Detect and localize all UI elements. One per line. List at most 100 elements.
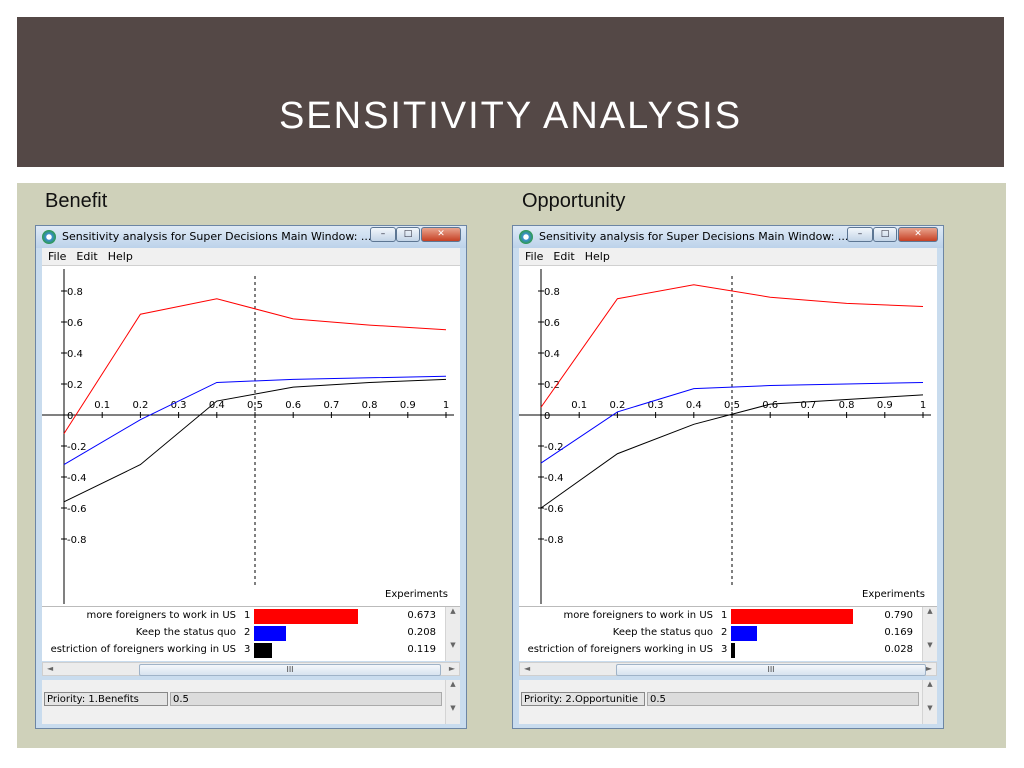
table-row[interactable]: estriction of foreigners working in US 3 0… [42, 642, 446, 659]
x-tick-label: 0.4 [686, 400, 702, 411]
row-rank: 2 [721, 627, 728, 638]
row-priority-bar [731, 609, 854, 624]
x-axis-label: Experiments [385, 589, 448, 600]
maximize-icon[interactable]: □ [873, 227, 897, 242]
minimize-icon[interactable]: – [370, 227, 396, 242]
sensitivity-plot[interactable]: 1 0.8 0.6 0.4 0.2 0 -0.2 -0.4 -0.6 -0.8 0.1 0.2 0.3 0… [42, 266, 460, 606]
title-bar[interactable]: Sensitivity analysis for Super Decisions… [36, 226, 466, 248]
table-horizontal-scrollbar[interactable]: ◄ III ► [42, 662, 460, 676]
scroll-down-icon[interactable]: ▼ [450, 704, 456, 712]
priority-label[interactable]: Priority: 1.Benefits [44, 692, 168, 706]
scroll-thumb[interactable]: III [139, 664, 441, 676]
y-tick-label: -0.8 [544, 535, 564, 546]
x-axis-label: Experiments [862, 589, 925, 600]
series-line-2 [540, 381, 924, 464]
row-label: Keep the status quo [612, 627, 713, 638]
menu-item-edit[interactable]: Edit [553, 250, 575, 263]
priority-value-field[interactable]: 0.5 [647, 692, 919, 706]
y-tick-label: 0.6 [67, 318, 83, 329]
table-row[interactable]: Keep the status quo 2 0.169 [519, 625, 923, 642]
scroll-down-icon[interactable]: ▼ [927, 704, 933, 712]
scroll-up-icon[interactable]: ▲ [450, 680, 456, 688]
scroll-thumb[interactable]: III [616, 664, 926, 676]
row-value: 0.790 [884, 610, 913, 621]
scroll-right-icon[interactable]: ► [448, 664, 455, 673]
row-rank: 2 [244, 627, 251, 638]
sensitivity-window-benefit[interactable]: Sensitivity analysis for Super Decisions… [35, 225, 467, 729]
x-tick-label: 0.9 [877, 400, 893, 411]
scroll-right-icon[interactable]: ► [925, 664, 932, 673]
menu-item-file[interactable]: File [48, 250, 67, 263]
opportunity-label: Opportunity [522, 190, 626, 212]
row-value: 0.208 [407, 627, 436, 638]
menu-item-help[interactable]: Help [584, 250, 610, 263]
slide-header: SENSITIVITY ANALYSIS [17, 17, 1004, 167]
close-icon[interactable]: ✕ [898, 227, 938, 242]
status-vertical-scrollbar[interactable]: ▲ ▼ [922, 680, 937, 724]
y-tick-label: 0.8 [544, 287, 560, 298]
series-line-1 [63, 298, 447, 434]
priority-value-field[interactable]: 0.5 [170, 692, 442, 706]
y-tick-label: 0.2 [67, 380, 83, 391]
y-tick-label: -0.2 [67, 442, 87, 453]
table-vertical-scrollbar[interactable]: ▲ ▼ [922, 607, 937, 661]
menu-item-help[interactable]: Help [107, 250, 133, 263]
table-row[interactable]: Keep the status quo 2 0.208 [42, 625, 446, 642]
scroll-down-icon[interactable]: ▼ [450, 641, 456, 649]
table-row[interactable]: more foreigners to work in US 1 0.673 [42, 608, 446, 625]
slide-title: SENSITIVITY ANALYSIS [278, 95, 743, 137]
window-title: Sensitivity analysis for Super Decisions… [62, 230, 372, 243]
y-tick-label: 1 [67, 266, 73, 267]
table-row[interactable]: more foreigners to work in US 1 0.790 [519, 608, 923, 625]
row-value: 0.028 [884, 644, 913, 655]
row-label: Keep the status quo [135, 627, 236, 638]
row-priority-bar [731, 626, 758, 641]
x-tick-label: 0.7 [323, 400, 339, 411]
x-tick-label: 0.8 [362, 400, 378, 411]
scroll-up-icon[interactable]: ▲ [450, 607, 456, 615]
y-tick-label: 0.4 [544, 349, 560, 360]
sensitivity-window-opportunity[interactable]: Sensitivity analysis for Super Decisions… [512, 225, 944, 729]
y-tick-label: 0.4 [67, 349, 83, 360]
x-tick-label: 0.6 [762, 400, 778, 411]
plot-svg: 1 0.8 0.6 0.4 0.2 0 -0.2 -0.4 -0.6 -0.8 0.1 0.2 0.3 0… [42, 266, 454, 604]
priority-table: more foreigners to work in US 1 0.790 Keep … [519, 606, 937, 661]
priority-label[interactable]: Priority: 2.Opportunitie [521, 692, 645, 706]
status-bar: Priority: 1.Benefits 0.5 ▲ ▼ [42, 680, 460, 724]
y-tick-label: 0 [544, 411, 550, 422]
title-bar[interactable]: Sensitivity analysis for Super Decisions… [513, 226, 943, 248]
scroll-left-icon[interactable]: ◄ [47, 664, 54, 673]
scroll-down-icon[interactable]: ▼ [927, 641, 933, 649]
table-row[interactable]: estriction of foreigners working in US 3 0… [519, 642, 923, 659]
x-tick-label: 0.5 [247, 400, 263, 411]
row-label: estriction of foreigners working in US [50, 644, 236, 655]
y-tick-label: -0.8 [67, 535, 87, 546]
menu-bar: File Edit Help [42, 248, 460, 266]
close-icon[interactable]: ✕ [421, 227, 461, 242]
status-vertical-scrollbar[interactable]: ▲ ▼ [445, 680, 460, 724]
maximize-icon[interactable]: □ [396, 227, 420, 242]
row-priority-bar [254, 643, 273, 658]
y-tick-label: -0.2 [544, 442, 564, 453]
menu-item-edit[interactable]: Edit [76, 250, 98, 263]
table-horizontal-scrollbar[interactable]: ◄ III ► [519, 662, 937, 676]
plot-svg: 1 0.8 0.6 0.4 0.2 0 -0.2 -0.4 -0.6 -0.8 0.1 0.2 0.3 0… [519, 266, 931, 604]
status-bar: Priority: 2.Opportunitie 0.5 ▲ ▼ [519, 680, 937, 724]
x-tick-label: 0.3 [648, 400, 664, 411]
x-tick-label: 0.6 [285, 400, 301, 411]
scroll-left-icon[interactable]: ◄ [524, 664, 531, 673]
row-label: estriction of foreigners working in US [527, 644, 713, 655]
scroll-up-icon[interactable]: ▲ [927, 607, 933, 615]
minimize-icon[interactable]: – [847, 227, 873, 242]
menu-item-file[interactable]: File [525, 250, 544, 263]
row-priority-bar [731, 643, 736, 658]
sensitivity-plot[interactable]: 1 0.8 0.6 0.4 0.2 0 -0.2 -0.4 -0.6 -0.8 0.1 0.2 0.3 0… [519, 266, 937, 606]
series-line-2 [63, 375, 447, 466]
scroll-up-icon[interactable]: ▲ [927, 680, 933, 688]
row-priority-bar [254, 609, 359, 624]
row-rank: 3 [721, 644, 728, 655]
table-vertical-scrollbar[interactable]: ▲ ▼ [445, 607, 460, 661]
benefit-label: Benefit [45, 190, 108, 212]
y-tick-label: -0.4 [544, 473, 564, 484]
app-icon [42, 230, 56, 244]
